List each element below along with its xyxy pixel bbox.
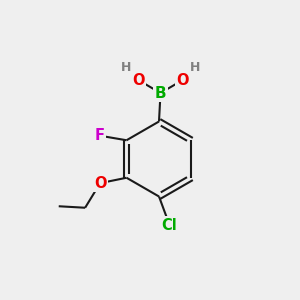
Text: F: F: [95, 128, 105, 143]
Text: B: B: [155, 85, 166, 100]
Text: O: O: [94, 176, 106, 191]
Text: O: O: [133, 73, 145, 88]
Text: H: H: [190, 61, 200, 74]
Text: O: O: [176, 73, 188, 88]
Text: H: H: [121, 61, 131, 74]
Text: Cl: Cl: [162, 218, 177, 232]
